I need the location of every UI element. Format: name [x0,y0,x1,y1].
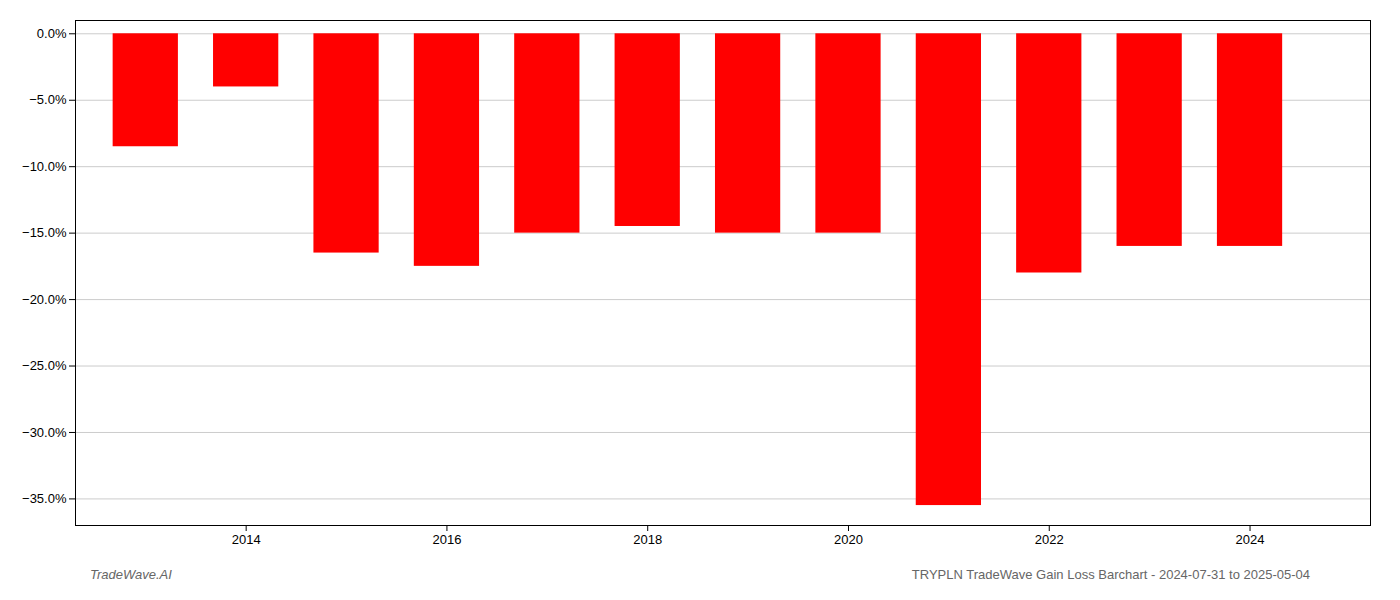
svg-text:−35.0%: −35.0% [22,491,67,506]
html-text:TradeWave.AI: TradeWave.AI [90,567,172,582]
svg-text:−15.0%: −15.0% [22,225,67,240]
svg-text:−20.0%: −20.0% [22,292,67,307]
svg-text:0.0%: 0.0% [37,26,67,41]
svg-text:2018: 2018 [633,532,662,547]
svg-text:2022: 2022 [1035,532,1064,547]
html-text:TRYPLN TradeWave Gain Loss Bar: TRYPLN TradeWave Gain Loss Barchart - 20… [911,567,1310,582]
svg-text:2024: 2024 [1236,532,1265,547]
svg-text:2020: 2020 [834,532,863,547]
svg-text:2016: 2016 [432,532,461,547]
svg-text:−25.0%: −25.0% [22,358,67,373]
svg-text:−5.0%: −5.0% [29,92,67,107]
svg-text:−10.0%: −10.0% [22,159,67,174]
svg-text:2014: 2014 [232,532,261,547]
svg-text:−30.0%: −30.0% [22,425,67,440]
